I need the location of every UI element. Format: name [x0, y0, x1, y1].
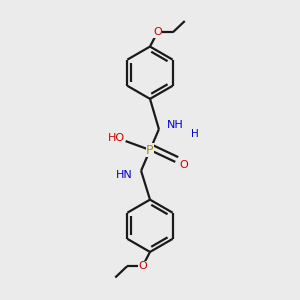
Text: NH: NH: [167, 120, 184, 130]
Text: O: O: [138, 261, 147, 271]
Text: O: O: [153, 27, 162, 37]
Text: O: O: [180, 160, 189, 170]
Text: P: P: [146, 143, 154, 157]
Text: H: H: [191, 129, 199, 139]
Text: HN: HN: [116, 170, 133, 180]
Text: HO: HO: [108, 133, 125, 143]
